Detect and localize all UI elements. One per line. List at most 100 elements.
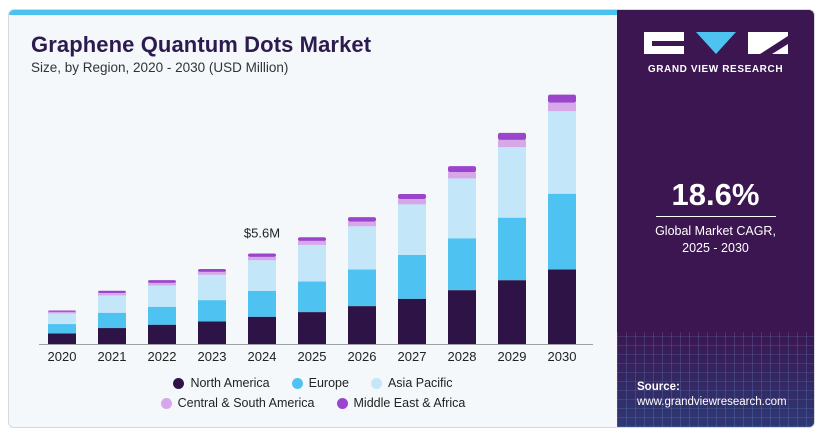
x-tick-label-2020: 2020 [48,349,77,364]
bar-segment-2024-middle-east-africa [248,253,276,257]
bar-segment-2030-middle-east-africa [548,94,576,103]
gvr-logo [644,32,788,54]
legend-row-2: Central & South America Middle East & Af… [9,393,617,413]
stacked-bar-chart: 2020 2021 2022 2023 $5.6M 2024 2025 2026 2027 202… [39,94,593,364]
legend-swatch [173,377,185,389]
bar-segment-2029-middle-east-africa [498,132,526,140]
brand-name: GRAND VIEW RESEARCH [647,64,784,75]
bar-segment-2026-middle-east-africa [348,217,376,222]
bar-segment-2022-central-south-america [148,282,176,286]
legend-row-1: North America Europe Asia Pacific [9,373,617,393]
x-tick-label-2030: 2030 [548,349,577,364]
bar-segment-2028-asia-pacific [448,178,476,239]
bar-segment-2021-north-america [98,328,126,344]
bar-segment-2030-central-south-america [548,102,576,112]
bar-segment-2028-middle-east-africa [448,166,476,173]
legend-label: Europe [308,376,349,390]
legend-swatch [370,377,382,389]
bar-segment-2023-europe [198,300,226,322]
x-tick-label-2028: 2028 [448,349,477,364]
x-tick-label-2022: 2022 [148,349,177,364]
bar-segment-2026-asia-pacific [348,226,376,270]
x-tick-label-2029: 2029 [498,349,527,364]
bar-segment-2027-europe [398,254,426,299]
x-tick-label-2025: 2025 [298,349,327,364]
bar-segment-2029-europe [498,217,526,281]
info-panel: GRAND VIEW RESEARCH 18.6% Global Market … [617,10,814,427]
chart-legend: North America Europe Asia Pacific Centra… [9,373,617,413]
bar-segment-2023-asia-pacific [198,274,226,301]
bar-segment-2025-north-america [298,312,326,344]
bar-segment-2020-central-south-america [48,311,76,314]
bar-segment-2024-central-south-america [248,256,276,261]
bar-segment-2025-central-south-america [298,240,326,245]
bar-segment-2020-asia-pacific [48,313,76,325]
x-tick-label-2024: 2024 [248,349,277,364]
bar-segment-2022-middle-east-africa [148,280,176,283]
source-label: Source: [637,381,680,393]
bar-segment-2021-central-south-america [98,293,126,296]
x-tick-label-2026: 2026 [348,349,377,364]
bar-segment-2029-north-america [498,280,526,344]
cagr-label: Global Market CAGR, 2025 - 2030 [617,223,814,257]
chart-subtitle: Size, by Region, 2020 - 2030 (USD Millio… [31,60,289,75]
bar-segment-2023-middle-east-africa [198,268,226,272]
bar-segment-2022-europe [148,306,176,325]
bar-segment-2029-asia-pacific [498,147,526,218]
legend-swatch [160,397,172,409]
bar-segment-2021-asia-pacific [98,295,126,313]
bar-segment-2030-europe [548,193,576,270]
cagr-value: 18.6% [671,177,760,212]
bar-segment-2020-north-america [48,333,76,344]
annotation-label: $5.6M [244,226,280,241]
legend-item-north-america: North America [173,376,270,390]
grid-pattern [617,332,814,427]
x-tick-label-2023: 2023 [198,349,227,364]
bar-segment-2025-europe [298,281,326,313]
bar-segment-2024-north-america [248,316,276,344]
chart-panel: Graphene Quantum Dots Market Size, by Re… [9,10,617,427]
legend-label: North America [190,376,270,390]
bar-segment-2026-europe [348,269,376,307]
bar-segment-2021-middle-east-africa [98,290,126,294]
bar-segment-2030-north-america [548,269,576,344]
infographic-frame: Graphene Quantum Dots Market Size, by Re… [8,9,815,428]
cagr-divider [656,216,776,217]
bar-segment-2024-europe [248,290,276,317]
bar-segment-2026-central-south-america [348,221,376,227]
bar-segment-2023-north-america [198,321,226,344]
bar-segment-2023-central-south-america [198,271,226,275]
bar-segment-2030-asia-pacific [548,111,576,194]
legend-swatch [291,377,303,389]
bar-segment-2027-middle-east-africa [398,193,426,200]
x-tick-label-2027: 2027 [398,349,427,364]
bar-segment-2020-middle-east-africa [48,310,76,312]
bar-segment-2029-central-south-america [498,139,526,148]
bar-segment-2022-asia-pacific [148,285,176,307]
legend-item-central-south-america: Central & South America [160,396,315,410]
legend-swatch [336,397,348,409]
bar-segment-2024-asia-pacific [248,260,276,291]
bar-segment-2025-asia-pacific [298,244,326,282]
bar-segment-2022-north-america [148,324,176,344]
bar-segment-2021-europe [98,312,126,329]
legend-item-middle-east-africa: Middle East & Africa [336,396,466,410]
legend-label: Central & South America [177,396,315,410]
bar-segment-2027-central-south-america [398,199,426,205]
cagr-label-line-1: Global Market CAGR, [655,224,776,238]
bar-segment-2028-central-south-america [448,172,476,179]
bar-segment-2025-middle-east-africa [298,237,326,241]
source-url[interactable]: www.grandviewresearch.com [637,396,787,408]
bar-segment-2027-north-america [398,298,426,344]
bar-segment-2028-north-america [448,290,476,344]
x-tick-label-2021: 2021 [98,349,127,364]
legend-label: Middle East & Africa [353,396,466,410]
bar-segment-2020-europe [48,324,76,334]
bar-segment-2027-asia-pacific [398,204,426,255]
legend-item-asia-pacific: Asia Pacific [370,376,453,390]
chart-title: Graphene Quantum Dots Market [31,32,372,57]
bar-segment-2028-europe [448,238,476,291]
accent-bar [9,10,617,15]
legend-label: Asia Pacific [387,376,453,390]
legend-item-europe: Europe [291,376,349,390]
